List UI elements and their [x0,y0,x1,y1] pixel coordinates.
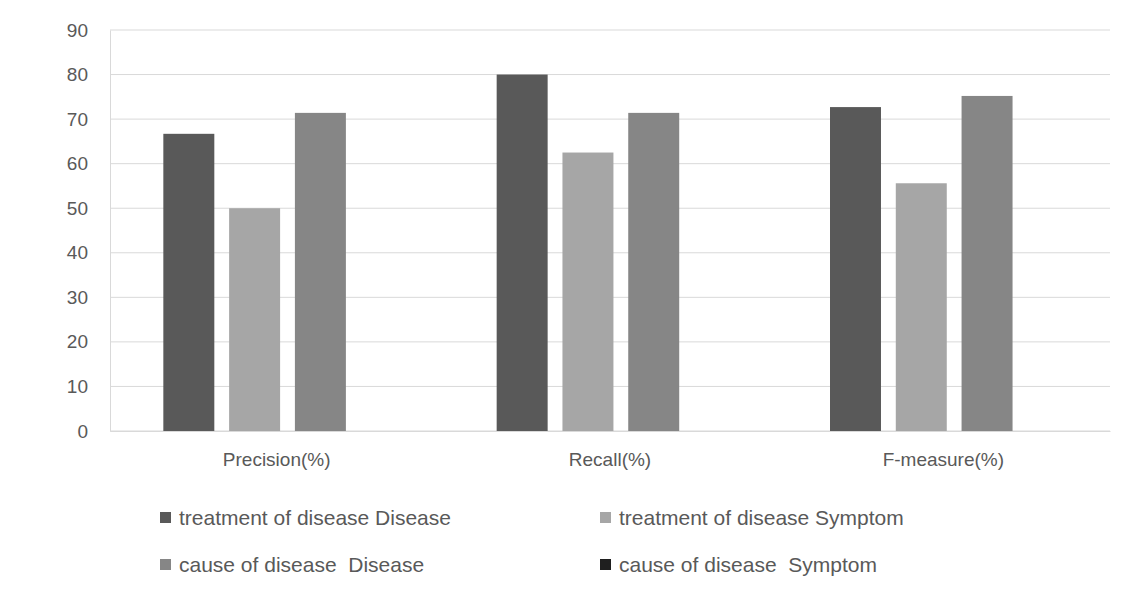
bar [163,134,214,431]
legend-label: treatment of disease Symptom [619,506,904,529]
y-tick-label: 20 [67,331,88,352]
bar [694,431,745,432]
y-tick: 80 [67,64,110,85]
legend-swatch [600,512,611,523]
bar [962,96,1013,431]
grid-line [110,74,1110,75]
x-tick: Recall(%) [569,431,651,470]
y-tick-label: 90 [67,20,88,41]
y-tick: 20 [67,331,110,352]
legend-item: cause of disease Symptom [600,553,877,576]
y-tick-label: 30 [67,287,88,308]
legend-label: treatment of disease Disease [179,506,451,529]
legend-swatch [160,512,171,523]
bar [628,113,679,431]
bar [562,153,613,431]
x-tick: Precision(%) [223,431,331,470]
grid [110,30,1110,431]
legend-item: cause of disease Disease [160,553,424,576]
grid-line [110,119,1110,120]
y-tick: 0 [77,421,110,442]
x-tick-label: F-measure(%) [883,449,1004,470]
y-tick-label: 70 [67,109,88,130]
y-tick: 90 [67,20,110,41]
bar [1027,431,1078,432]
bar [295,113,346,431]
y-tick: 70 [67,109,110,130]
plot-area: 0 10 20 30 40 50 60 70 80 90 Precision(%) Recall(%)… [67,20,1111,471]
y-axis: 0 10 20 30 40 50 60 70 80 90 [67,20,111,442]
y-tick-label: 10 [67,376,88,397]
x-axis-line [111,431,1111,432]
y-tick: 60 [67,153,110,174]
legend-swatch [160,559,171,570]
y-tick-label: 80 [67,64,88,85]
bar [361,431,412,432]
y-tick-label: 0 [77,421,88,442]
y-tick-label: 40 [67,242,88,263]
legend-label: cause of disease Symptom [619,553,877,576]
bar [896,183,947,431]
series [163,75,881,431]
bar [830,107,881,431]
x-tick-label: Recall(%) [569,449,651,470]
bar [497,75,548,431]
legend: treatment of disease Disease treatment of… [160,506,904,576]
y-tick: 30 [67,287,110,308]
y-tick-label: 50 [67,198,88,219]
grid-line [110,30,1110,31]
legend-label: cause of disease Disease [179,553,424,576]
chart: 0 10 20 30 40 50 60 70 80 90 Precision(%) Recall(%)… [0,0,1136,600]
series [295,96,1013,431]
y-tick-label: 60 [67,153,88,174]
legend-item: treatment of disease Disease [160,506,451,529]
legend-item: treatment of disease Symptom [600,506,904,529]
y-axis-line [110,31,111,432]
y-tick: 50 [67,198,110,219]
y-tick: 40 [67,242,110,263]
bar [229,208,280,431]
bars [163,75,1012,431]
y-tick: 10 [67,376,110,397]
legend-swatch [600,559,611,570]
x-tick-label: Precision(%) [223,449,331,470]
x-tick: F-measure(%) [883,431,1004,470]
x-axis: Precision(%) Recall(%) F-measure(%) [111,431,1111,470]
